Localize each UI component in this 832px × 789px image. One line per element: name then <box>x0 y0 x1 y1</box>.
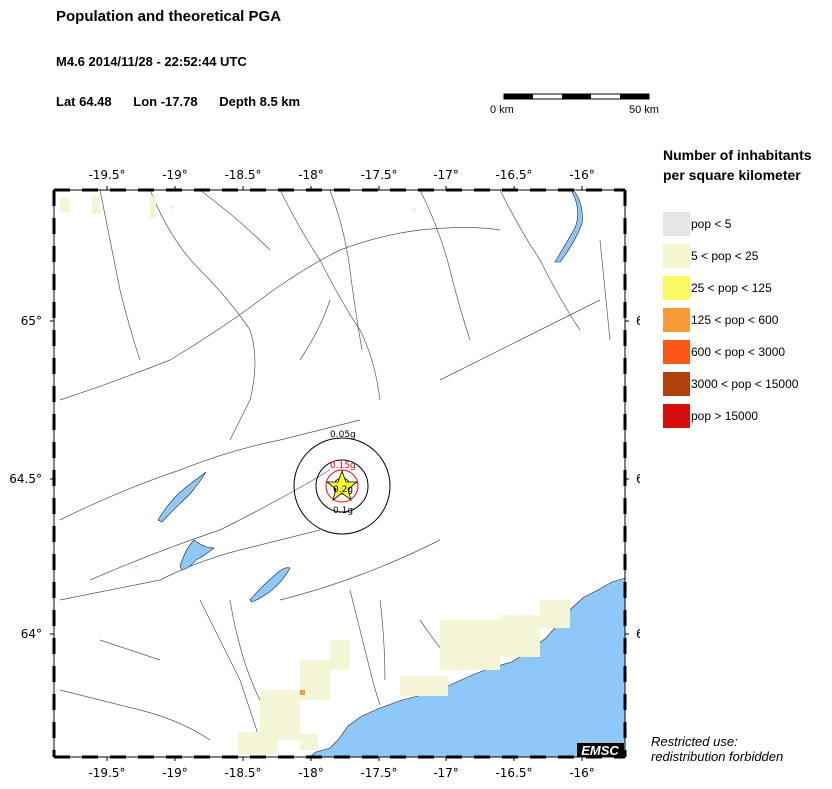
legend-item: pop < 5 <box>663 212 832 236</box>
depth-label: Depth 8.5 km <box>219 94 301 109</box>
event-coordinates: Lat 64.48 Lon -17.78 Depth 8.5 km <box>56 94 318 109</box>
lon-tick-bottom: -16.5° <box>495 766 532 780</box>
legend-swatch <box>663 340 690 364</box>
pga-label-outer: 0.05g <box>330 430 356 440</box>
legend-item: pop > 15000 <box>663 404 832 428</box>
legend-item: 3000 < pop < 15000 <box>663 372 832 396</box>
lat-tick-left: 64.5° <box>9 472 42 486</box>
pga-label-inner: 0.15g <box>330 461 356 471</box>
pga-circle-middle <box>315 459 369 513</box>
legend-item: 25 < pop < 125 <box>663 276 832 300</box>
lat-tick-left: 64° <box>21 627 42 641</box>
tick-marks <box>50 186 629 761</box>
lon-tick-bottom: -16° <box>569 766 595 780</box>
legend-swatch <box>663 244 690 268</box>
legend-label: pop < 5 <box>691 217 732 231</box>
lon-tick-top: -18° <box>298 168 324 182</box>
lon-tick-bottom: -17° <box>433 766 459 780</box>
legend-title-line2: per square kilometer <box>663 167 801 183</box>
legend-label: pop > 15000 <box>691 409 759 423</box>
scale-bar: 0 km 50 km <box>490 92 665 122</box>
map-title: Population and theoretical PGA <box>56 8 282 25</box>
lon-tick-top: -17.5° <box>360 168 397 182</box>
latitude-label: Lat 64.48 <box>56 94 112 109</box>
lon-tick-top: -16.5° <box>495 168 532 182</box>
population-legend: Number of inhabitants per square kilomet… <box>663 145 832 428</box>
lat-tick-right: 64.5° <box>636 472 640 486</box>
legend-item: 600 < pop < 3000 <box>663 340 832 364</box>
lon-tick-bottom: -17.5° <box>360 766 397 780</box>
lon-tick-bottom: -18° <box>298 766 324 780</box>
legend-label: 5 < pop < 25 <box>691 249 759 263</box>
map-frame <box>52 188 627 759</box>
legend-swatch <box>663 404 690 428</box>
rivers <box>59 189 611 741</box>
lat-tick-left: 65° <box>21 314 42 328</box>
longitude-label: Lon -17.78 <box>133 94 198 109</box>
pga-label-center: 0.2g <box>333 485 353 495</box>
pga-label-middle: 0.1g <box>333 506 353 516</box>
lon-tick-bottom: -18.5° <box>224 766 261 780</box>
legend-swatch <box>663 276 690 300</box>
usage-notice-line1: Restricted use: <box>651 734 738 749</box>
event-info: M4.6 2014/11/28 - 22:52:44 UTC <box>56 54 247 69</box>
lat-tick-right: 65° <box>636 314 640 328</box>
legend-item: 125 < pop < 600 <box>663 308 832 332</box>
lakes <box>157 191 583 603</box>
legend-swatch <box>663 212 690 236</box>
lon-tick-top: -19° <box>162 168 188 182</box>
usage-notice: Restricted use: redistribution forbidden <box>651 734 783 764</box>
legend-title: Number of inhabitants per square kilomet… <box>663 145 832 185</box>
low-population-areas <box>60 196 570 754</box>
legend-item: 5 < pop < 25 <box>663 244 832 268</box>
scale-start-label: 0 km <box>490 104 514 116</box>
lon-tick-bottom: -19° <box>162 766 188 780</box>
pga-circle-outer <box>293 437 391 535</box>
legend-swatch <box>663 308 690 332</box>
usage-notice-line2: redistribution forbidden <box>651 749 784 764</box>
lon-tick-bottom: -19.5° <box>88 766 125 780</box>
moderate-population-dot <box>300 690 305 695</box>
lon-tick-top: -19.5° <box>88 168 125 182</box>
legend-label: 600 < pop < 3000 <box>691 345 786 359</box>
population-map: 0.05g 0.15g 0.2g 0.1g -19.5° -19° -18.5°… <box>9 168 640 780</box>
lon-tick-top: -18.5° <box>224 168 261 182</box>
epicenter-star-icon <box>325 469 359 502</box>
lon-tick-top: -17° <box>433 168 459 182</box>
emsc-logo: EMSC <box>581 743 619 758</box>
legend-label: 125 < pop < 600 <box>691 313 779 327</box>
legend-label: 3000 < pop < 15000 <box>691 377 799 391</box>
legend-swatch <box>663 372 690 396</box>
lat-tick-right: 64° <box>636 627 640 641</box>
emsc-logo-box <box>577 743 624 757</box>
lon-tick-top: -16° <box>569 168 595 182</box>
scale-bar-graphic <box>503 93 650 100</box>
legend-title-line1: Number of inhabitants <box>663 147 812 163</box>
scale-end-label: 50 km <box>629 104 659 116</box>
legend-label: 25 < pop < 125 <box>691 281 772 295</box>
